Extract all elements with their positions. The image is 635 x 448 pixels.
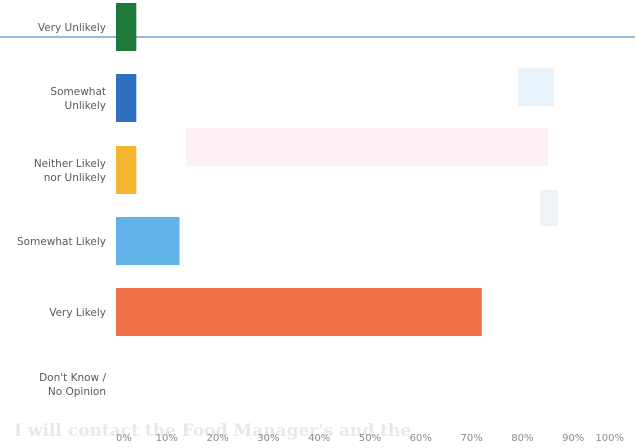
bars-layer	[116, 3, 482, 336]
bar-neither-likely-nor-unlikely	[116, 146, 137, 194]
category-label-neither-likely-nor-unlikely: Neither Likely nor Unlikely	[34, 158, 106, 184]
category-label-somewhat-unlikely: Somewhat Unlikely	[50, 86, 106, 112]
x-tick-label: 30%	[257, 433, 279, 444]
x-tick-label: 10%	[156, 433, 178, 444]
x-tick-label: 100%	[595, 433, 624, 444]
x-tick-label: 80%	[511, 433, 533, 444]
x-tick-label: 90%	[562, 433, 584, 444]
category-labels: Very Unlikely Somewhat Unlikely Neither Lik…	[17, 22, 106, 398]
bar-somewhat-unlikely	[116, 74, 137, 122]
scan-artifact-block	[518, 68, 554, 106]
bar-somewhat-likely	[116, 217, 180, 265]
x-tick-label: 60%	[410, 433, 432, 444]
scan-bleed-text: I will contact the Food Manager's and th…	[14, 421, 411, 441]
x-axis-ticks: 0% 10% 20% 30% 40% 50% 60% 70% 80% 90% 100%	[116, 433, 624, 444]
scan-artifact-block	[540, 190, 558, 226]
scan-artifact-block	[186, 128, 548, 166]
category-label-don-t-know-no-opinion: Don't Know / No Opinion	[39, 372, 106, 398]
x-tick-label: 20%	[206, 433, 228, 444]
x-tick-label: 40%	[308, 433, 330, 444]
x-tick-label: 0%	[116, 433, 132, 444]
category-label-somewhat-likely: Somewhat Likely	[17, 236, 106, 248]
bar-very-unlikely	[116, 3, 137, 51]
x-tick-label: 50%	[359, 433, 381, 444]
x-tick-label: 70%	[460, 433, 482, 444]
bar-very-likely	[116, 288, 482, 336]
category-label-very-likely: Very Likely	[49, 307, 106, 319]
category-label-very-unlikely: Very Unlikely	[38, 22, 106, 34]
